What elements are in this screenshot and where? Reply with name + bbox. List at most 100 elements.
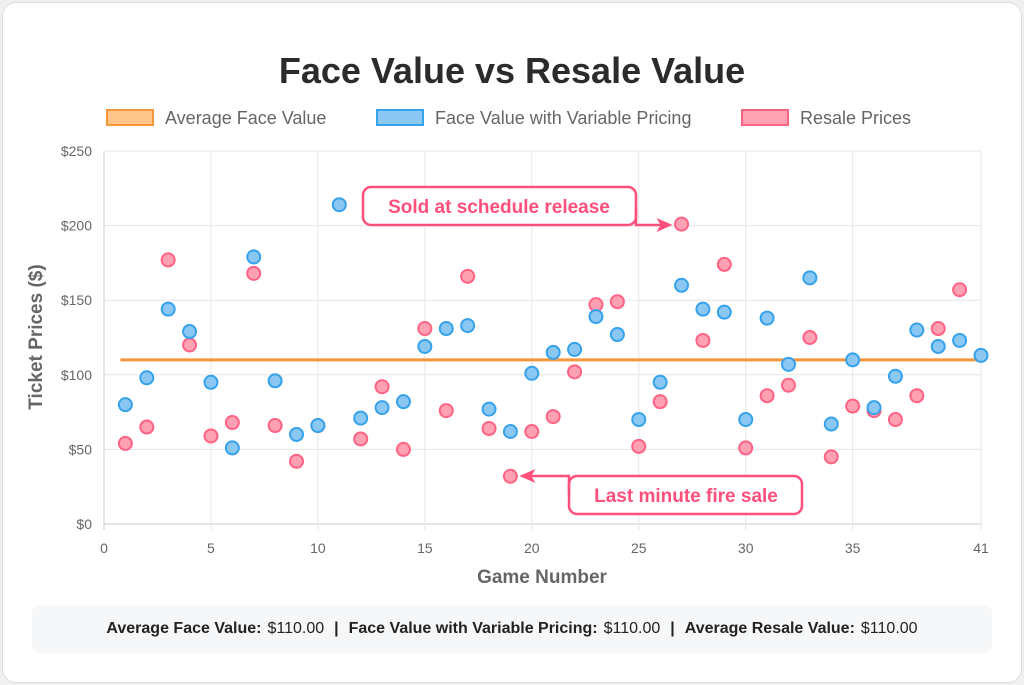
- resale-point: [545, 409, 561, 425]
- resale-point: [289, 453, 305, 469]
- y-tick-label: $100: [61, 367, 92, 383]
- y-tick-label: $200: [61, 218, 92, 234]
- face-value-point: [759, 310, 775, 326]
- y-tick-label: $150: [61, 292, 92, 308]
- footer-value: $110.00: [860, 620, 918, 637]
- face-value-point: [438, 321, 454, 337]
- legend-swatch: [741, 109, 789, 126]
- resale-point: [395, 441, 411, 457]
- resale-point: [160, 252, 176, 268]
- face-value-point: [588, 309, 604, 325]
- x-tick-label: 25: [631, 540, 647, 556]
- y-tick-label: $250: [61, 143, 92, 159]
- annotation-label: Sold at schedule release: [388, 197, 610, 218]
- resale-point: [417, 321, 433, 337]
- legend-label: Resale Prices: [800, 108, 911, 128]
- x-tick-label: 0: [100, 540, 108, 556]
- face-value-point: [246, 249, 262, 265]
- annotation-box: [567, 474, 804, 516]
- y-tick-label: $50: [69, 441, 93, 457]
- face-value-point: [823, 416, 839, 432]
- footer-value: $110.00: [603, 620, 661, 637]
- resale-point: [952, 282, 968, 298]
- annotation-label: Last minute fire sale: [594, 486, 778, 507]
- resale-point: [609, 294, 625, 310]
- x-tick-label: 5: [207, 540, 215, 556]
- face-value-point: [331, 197, 347, 213]
- resale-point: [374, 379, 390, 395]
- separator: |: [334, 620, 339, 637]
- face-value-point: [567, 341, 583, 357]
- chart-title: Face Value vs Resale Value: [279, 50, 745, 91]
- resale-point: [246, 265, 262, 281]
- face-value-point: [973, 347, 989, 363]
- face-value-point: [417, 338, 433, 354]
- face-value-point: [310, 418, 326, 434]
- face-value-point: [139, 370, 155, 386]
- face-value-point: [930, 338, 946, 354]
- resale-point: [738, 440, 754, 456]
- face-value-point: [887, 368, 903, 384]
- x-tick-label: 30: [738, 540, 754, 556]
- resale-point: [909, 388, 925, 404]
- x-tick-label: 10: [310, 540, 326, 556]
- face-value-point: [160, 301, 176, 317]
- face-value-point: [117, 397, 133, 413]
- resale-point: [353, 431, 369, 447]
- face-value-point: [395, 394, 411, 410]
- annotation-box: [361, 185, 638, 227]
- face-value-point: [460, 318, 476, 334]
- footer-value: $110.00: [267, 620, 325, 637]
- legend-swatch: [106, 109, 154, 126]
- resale-point: [481, 421, 497, 437]
- face-value-point: [845, 352, 861, 368]
- face-value-point: [545, 344, 561, 360]
- face-value-point: [952, 332, 968, 348]
- face-value-point: [502, 423, 518, 439]
- face-value-point: [353, 410, 369, 426]
- resale-point: [267, 418, 283, 434]
- face-value-point: [652, 374, 668, 390]
- resale-point: [182, 337, 198, 353]
- x-tick-label: 35: [845, 540, 861, 556]
- resale-point: [930, 321, 946, 337]
- resale-point: [117, 435, 133, 451]
- separator: |: [670, 620, 675, 637]
- annotation-arrow: [522, 474, 571, 494]
- resale-point: [716, 256, 732, 272]
- y-axis-label: Ticket Prices ($): [26, 264, 47, 409]
- summary-footer: Average Face Value: $110.00 | Face Value …: [32, 605, 992, 653]
- x-axis-label: Game Number: [477, 567, 607, 588]
- resale-point: [652, 394, 668, 410]
- x-tick-label: 20: [524, 540, 540, 556]
- resale-point: [502, 468, 518, 484]
- face-value-point: [802, 270, 818, 286]
- resale-point: [438, 403, 454, 419]
- face-value-point: [524, 365, 540, 381]
- legend-label: Average Face Value: [165, 108, 326, 128]
- arrow-head-icon: [656, 218, 673, 232]
- x-tick-label: 41: [973, 540, 989, 556]
- resale-point: [823, 449, 839, 465]
- resale-point: [567, 364, 583, 380]
- resale-point: [139, 419, 155, 435]
- face-value-point: [374, 400, 390, 416]
- face-value-point: [267, 373, 283, 389]
- face-value-point: [909, 322, 925, 338]
- face-value-point: [674, 277, 690, 293]
- face-value-point: [631, 412, 647, 428]
- resale-point: [674, 216, 690, 232]
- face-value-point: [866, 400, 882, 416]
- resale-point: [203, 428, 219, 444]
- resale-point: [524, 423, 540, 439]
- face-value-point: [203, 374, 219, 390]
- arrow-head-icon: [519, 469, 536, 483]
- face-value-point: [224, 440, 240, 456]
- face-value-point: [609, 327, 625, 343]
- footer-label: Average Face Value:: [106, 620, 262, 637]
- y-tick-label: $0: [76, 516, 92, 532]
- resale-point: [887, 412, 903, 428]
- face-value-point: [780, 356, 796, 372]
